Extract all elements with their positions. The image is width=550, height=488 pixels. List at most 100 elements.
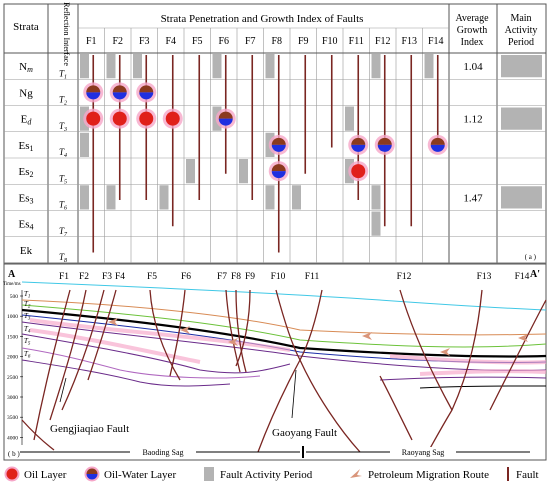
ow-bottom-7 bbox=[377, 144, 392, 152]
main-period-5 bbox=[501, 186, 542, 209]
horizon-label-T5: T5 bbox=[24, 337, 31, 347]
ow-bottom-2 bbox=[139, 92, 154, 100]
interface-label-7: T8 bbox=[59, 252, 67, 264]
table-panel: Strata Reflection Interface Strata Penet… bbox=[3, 2, 547, 264]
legend-migration-label: Petroleum Migration Route bbox=[368, 469, 489, 481]
fault-header-F4: F4 bbox=[165, 36, 176, 47]
ow-top-6 bbox=[351, 137, 366, 145]
section-faults bbox=[21, 289, 547, 453]
ow-bottom-8 bbox=[430, 144, 445, 152]
interface-label-2: T3 bbox=[59, 121, 67, 133]
growth-index-0: 1.04 bbox=[463, 61, 483, 73]
interface-label-1: T2 bbox=[59, 95, 67, 107]
fault-header-F14: F14 bbox=[428, 36, 444, 47]
horizon-label-T1: T1 bbox=[24, 290, 30, 300]
endpoint-a-prime: A' bbox=[530, 269, 540, 280]
oil-marker-2 bbox=[139, 111, 154, 126]
horizon-label-T4: T4 bbox=[24, 325, 31, 335]
legend-activity: Fault Activity Period bbox=[204, 467, 313, 481]
horizon-lower-5 bbox=[419, 385, 547, 389]
strata-label-4: Es2 bbox=[19, 166, 34, 179]
legend-ow-bottom bbox=[86, 473, 98, 480]
migr-arrow-1 bbox=[108, 318, 118, 326]
legend-oil-label: Oil Layer bbox=[24, 469, 67, 481]
growth-index-5: 1.47 bbox=[463, 192, 483, 204]
horizon-label-T2: T2 bbox=[24, 300, 31, 310]
time-unit: Time/ms bbox=[3, 282, 21, 287]
sag-label-bg-left bbox=[130, 447, 196, 457]
sec-fault-f9 bbox=[235, 289, 251, 367]
callout-line-left bbox=[59, 377, 67, 403]
main-header-3: Period bbox=[508, 37, 534, 48]
ow-bottom-3 bbox=[218, 118, 233, 126]
main-header-2: Activity bbox=[505, 25, 538, 36]
main-period-2 bbox=[501, 107, 542, 130]
migr-arrow-3 bbox=[228, 338, 238, 346]
activity-mark-3 bbox=[212, 54, 222, 79]
sec-fault-f2 bbox=[49, 289, 87, 421]
horizon-t1 bbox=[21, 281, 547, 311]
time-tick-1500: 1500 bbox=[7, 334, 18, 340]
time-tick-2500: 2500 bbox=[7, 375, 18, 381]
sec-fault-extra-2 bbox=[379, 375, 413, 441]
sec-fault-f4 bbox=[87, 289, 117, 381]
glow-4 bbox=[419, 369, 547, 376]
ow-top-7 bbox=[377, 137, 392, 145]
ow-top-1 bbox=[112, 85, 127, 93]
ow-bottom-6 bbox=[351, 144, 366, 152]
legend-ow-top bbox=[86, 468, 98, 474]
section-label-F13: F13 bbox=[477, 272, 492, 282]
legend-activity-swatch bbox=[204, 467, 214, 481]
time-tick-1000: 1000 bbox=[7, 314, 18, 320]
activity-mark-9 bbox=[345, 106, 354, 131]
activity-mark-5 bbox=[371, 54, 381, 79]
strata-label-7: Ek bbox=[20, 245, 33, 257]
sec-fault-f8 bbox=[235, 289, 247, 373]
migr-arrow-2 bbox=[180, 326, 190, 334]
activity-mark-6 bbox=[424, 54, 434, 79]
ow-top-0 bbox=[86, 85, 101, 93]
fault-column-headers: F1 F2 F3 F4 F5 F6 F7 F8 F9 F10 F11 F12 F13 F14 bbox=[86, 36, 444, 47]
activity-mark-20 bbox=[371, 185, 381, 210]
sec-fault-f11 bbox=[257, 289, 323, 453]
section-label-F5: F5 bbox=[147, 272, 157, 282]
activity-mark-17 bbox=[159, 185, 169, 210]
sec-fault-f14 bbox=[489, 299, 547, 411]
panel-label-a: ( a ) bbox=[525, 253, 537, 261]
sec-fault-f13 bbox=[427, 289, 483, 453]
strata-label-5: Es3 bbox=[19, 192, 34, 205]
main-period-0 bbox=[501, 55, 542, 78]
main-activity-period bbox=[501, 55, 542, 209]
fault-header-F5: F5 bbox=[192, 36, 203, 47]
section-label-F10: F10 bbox=[271, 272, 286, 282]
interface-label-5: T6 bbox=[59, 200, 67, 212]
fault-header-F3: F3 bbox=[139, 36, 150, 47]
legend-oil-icon bbox=[6, 468, 18, 480]
avg-header-3: Index bbox=[461, 37, 484, 48]
time-tick-3000: 3000 bbox=[7, 395, 18, 401]
growth-index-2: 1.12 bbox=[463, 114, 482, 126]
sec-fault-f12 bbox=[399, 289, 453, 411]
section-label-F14: F14 bbox=[515, 272, 530, 282]
interface-labels: T1 T2 T3 T4 T5 T6 T7 T8 bbox=[59, 68, 68, 264]
strata-header: Strata bbox=[13, 21, 39, 33]
table-grid bbox=[4, 4, 546, 264]
sag-baoding: Baoding Sag bbox=[142, 448, 183, 457]
section-label-F8: F8 bbox=[231, 272, 241, 282]
strata-label-1: Ng bbox=[19, 87, 33, 99]
legend-activity-label: Fault Activity Period bbox=[220, 469, 313, 481]
time-tick-500: 500 bbox=[10, 294, 19, 300]
section-panel: A A' Time/ms 500 1000 1500 2000 2500 3000 3500… bbox=[3, 263, 547, 461]
sec-fault-f3 bbox=[61, 289, 105, 411]
fault-header-F2: F2 bbox=[112, 36, 123, 47]
ow-bottom-5 bbox=[271, 171, 286, 179]
sec-fault-f5 bbox=[149, 289, 181, 381]
interface-label-4: T5 bbox=[59, 173, 67, 185]
legend-fault-label: Fault bbox=[516, 469, 539, 481]
activity-mark-15 bbox=[80, 185, 89, 210]
ow-top-8 bbox=[430, 137, 445, 145]
activity-mark-2 bbox=[133, 54, 142, 79]
migr-arrow-4 bbox=[362, 332, 372, 340]
time-tick-4000: 4000 bbox=[7, 435, 18, 441]
